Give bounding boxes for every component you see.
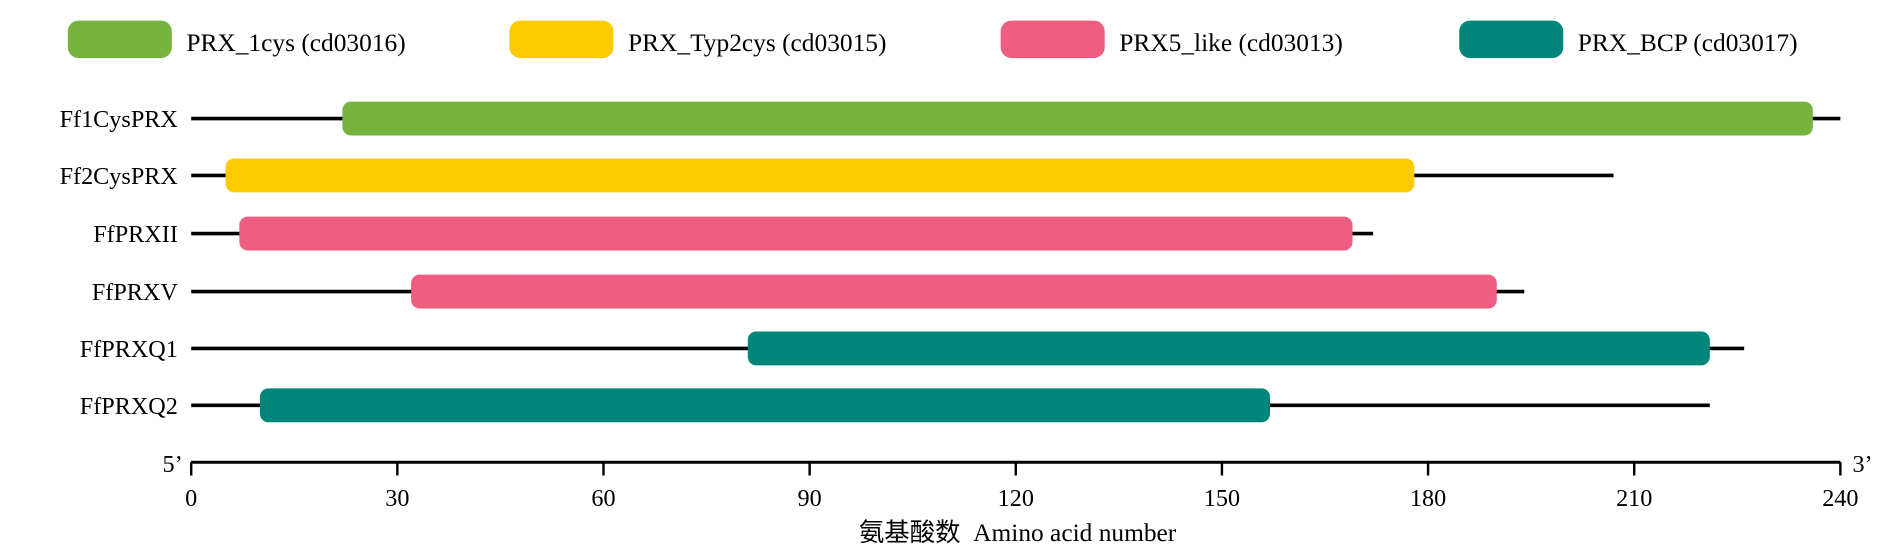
x-tick-label: 150 [1204,485,1240,512]
protein-label: Ff2CysPRX [60,163,179,190]
three-prime-label: 3’ [1852,451,1872,478]
legend: PRX_1cys (cd03016) PRX_Typ2cys (cd03015) P… [67,20,1798,59]
x-tick-label: 90 [798,485,822,512]
domain-bar [747,331,1710,366]
protein-label: FfPRXII [93,221,178,248]
protein-rows: Ff1CysPRX Ff2CysPRX FfPRXII FfPRXV FfPRXQ1 Ff… [60,101,1841,423]
x-tick-label: 60 [591,485,615,512]
x-tick-label: 120 [998,485,1034,512]
protein-label: FfPRXQ1 [80,336,178,363]
legend-label: PRX_BCP (cd03017) [1578,29,1798,57]
five-prime-label: 5’ [163,451,183,478]
protein-label: Ff1CysPRX [60,106,179,133]
x-tick-label: 30 [385,485,409,512]
x-tick-label: 210 [1616,485,1652,512]
protein-label: FfPRXQ2 [80,393,178,420]
x-tick-label: 0 [185,485,197,512]
legend-label: PRX_1cys (cd03016) [186,29,405,57]
domain-bar [259,388,1271,423]
protein-label: FfPRXV [92,279,179,306]
legend-swatch [1000,20,1105,59]
x-tick-label: 180 [1410,485,1446,512]
legend-label: PRX_Typ2cys (cd03015) [628,29,886,57]
legend-swatch [67,20,172,59]
domain-bar [411,274,1497,309]
x-axis-title: 氨基酸数 Amino acid number [859,519,1177,547]
legend-swatch [1459,20,1564,59]
x-axis: 5’ 3’ 氨基酸数 Amino acid number 0 30 60 90 120 1… [163,451,1873,547]
domain-bar [342,101,1813,136]
x-tick-label: 240 [1822,485,1858,512]
legend-swatch [509,20,614,59]
domain-bar [225,158,1415,193]
domain-bar [239,216,1353,251]
legend-label: PRX5_like (cd03013) [1119,29,1343,57]
